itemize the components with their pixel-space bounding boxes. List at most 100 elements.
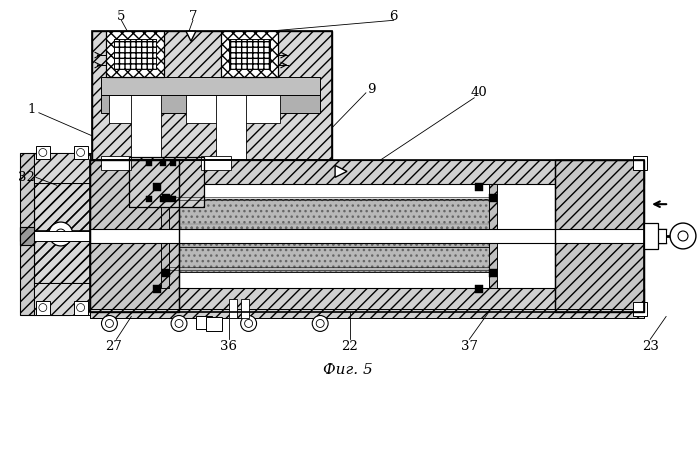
- Bar: [90, 229, 666, 243]
- Text: 22: 22: [342, 340, 358, 353]
- Bar: [216, 81, 246, 161]
- Circle shape: [312, 316, 328, 332]
- Bar: [153, 285, 161, 293]
- Text: 6: 6: [389, 10, 398, 23]
- Bar: [475, 285, 483, 293]
- Bar: [34, 154, 90, 184]
- Bar: [109, 95, 149, 123]
- Bar: [90, 161, 179, 311]
- Bar: [102, 156, 132, 170]
- Bar: [34, 184, 90, 283]
- Bar: [489, 194, 497, 202]
- Bar: [130, 157, 204, 207]
- Bar: [170, 196, 176, 202]
- Polygon shape: [34, 154, 92, 314]
- Bar: [92, 31, 332, 161]
- Bar: [90, 161, 179, 311]
- Bar: [555, 161, 644, 311]
- Bar: [90, 161, 644, 311]
- Bar: [146, 161, 152, 166]
- Bar: [475, 184, 483, 191]
- Bar: [114, 39, 156, 69]
- Bar: [153, 184, 161, 191]
- Bar: [229, 298, 237, 318]
- Text: 5: 5: [117, 10, 125, 23]
- Bar: [162, 194, 170, 202]
- Circle shape: [241, 316, 257, 332]
- Bar: [166, 224, 494, 272]
- Circle shape: [316, 319, 324, 327]
- Text: 27: 27: [105, 340, 122, 353]
- Text: 1: 1: [28, 103, 36, 116]
- Bar: [106, 31, 164, 77]
- Bar: [34, 231, 90, 241]
- Text: 32: 32: [18, 171, 36, 184]
- Bar: [90, 309, 644, 318]
- Text: 36: 36: [220, 340, 237, 353]
- Bar: [206, 318, 222, 332]
- Bar: [20, 227, 34, 241]
- Circle shape: [39, 149, 47, 156]
- Bar: [162, 269, 170, 277]
- Bar: [161, 184, 169, 288]
- Bar: [146, 196, 152, 202]
- Circle shape: [76, 304, 85, 311]
- Bar: [644, 223, 658, 249]
- Bar: [161, 184, 169, 288]
- Bar: [20, 227, 34, 245]
- Bar: [241, 298, 248, 318]
- Text: 23: 23: [642, 340, 659, 353]
- Bar: [160, 161, 166, 166]
- Bar: [201, 156, 231, 170]
- Text: Фиг. 5: Фиг. 5: [323, 363, 373, 377]
- Circle shape: [76, 149, 85, 156]
- Bar: [186, 95, 225, 123]
- Bar: [196, 316, 212, 329]
- Circle shape: [102, 316, 118, 332]
- Circle shape: [39, 304, 47, 311]
- Bar: [489, 184, 497, 288]
- Bar: [20, 154, 34, 314]
- Bar: [34, 154, 92, 314]
- Bar: [74, 301, 88, 314]
- Bar: [106, 31, 164, 77]
- Bar: [74, 146, 88, 159]
- Bar: [489, 184, 497, 288]
- Bar: [166, 199, 494, 247]
- Circle shape: [106, 319, 113, 327]
- Text: 37: 37: [461, 340, 478, 353]
- Text: 40: 40: [471, 86, 488, 99]
- Bar: [102, 77, 320, 95]
- Circle shape: [670, 223, 696, 249]
- Bar: [102, 95, 320, 113]
- Bar: [132, 81, 161, 161]
- Bar: [489, 269, 497, 277]
- Circle shape: [49, 222, 73, 246]
- Bar: [220, 31, 279, 77]
- Bar: [90, 288, 644, 311]
- Bar: [92, 31, 332, 161]
- Bar: [34, 283, 90, 314]
- Circle shape: [244, 319, 253, 327]
- Circle shape: [171, 316, 187, 332]
- Bar: [34, 184, 90, 283]
- Circle shape: [678, 231, 688, 241]
- Bar: [36, 301, 50, 314]
- Polygon shape: [186, 31, 196, 41]
- Bar: [555, 161, 644, 311]
- Text: 9: 9: [368, 84, 376, 96]
- Bar: [160, 196, 166, 202]
- Circle shape: [56, 229, 66, 239]
- Bar: [241, 95, 281, 123]
- Bar: [229, 39, 270, 69]
- Bar: [36, 146, 50, 159]
- Bar: [229, 39, 270, 69]
- Text: 7: 7: [189, 10, 197, 23]
- Bar: [166, 224, 494, 272]
- Bar: [634, 156, 648, 170]
- Polygon shape: [335, 165, 347, 177]
- Bar: [220, 31, 279, 77]
- Bar: [114, 39, 156, 69]
- Bar: [166, 199, 494, 247]
- Bar: [90, 161, 644, 184]
